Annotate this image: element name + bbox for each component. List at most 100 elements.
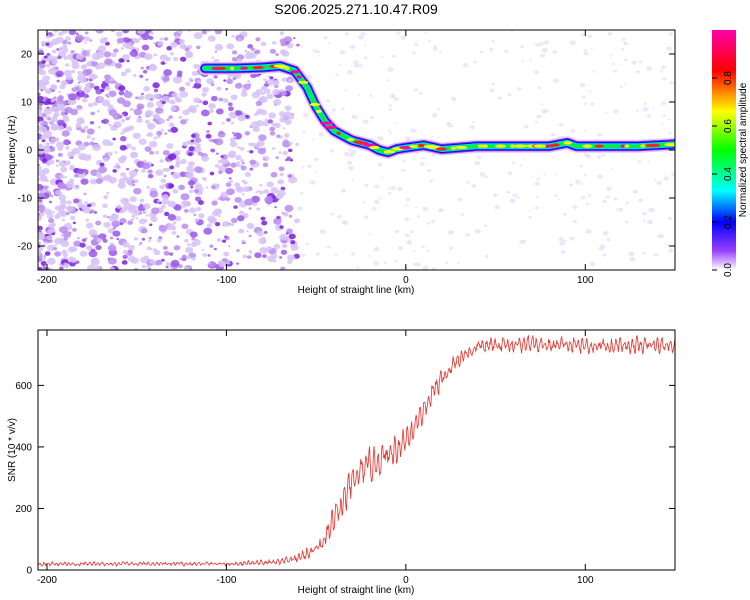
noise-speckle	[357, 35, 364, 40]
noise-speckle	[149, 140, 158, 148]
noise-speckle	[388, 192, 392, 195]
noise-speckle	[360, 31, 366, 36]
noise-speckle	[125, 68, 131, 73]
noise-speckle	[373, 247, 380, 252]
noise-speckle	[128, 170, 138, 177]
noise-speckle	[269, 48, 277, 54]
ridge-peak	[417, 143, 426, 148]
noise-speckle	[404, 136, 411, 141]
noise-speckle	[348, 148, 352, 152]
noise-speckle	[153, 53, 158, 57]
noise-speckle	[254, 252, 262, 259]
noise-speckle	[129, 196, 137, 203]
noise-speckle	[65, 36, 71, 41]
noise-speckle	[374, 184, 380, 189]
noise-speckle	[602, 199, 607, 204]
noise-speckle	[173, 245, 181, 251]
noise-speckle	[474, 228, 481, 234]
noise-speckle	[167, 129, 172, 133]
noise-speckle	[369, 233, 372, 236]
noise-speckle	[287, 254, 296, 261]
noise-speckle	[604, 111, 607, 114]
noise-speckle	[67, 41, 72, 45]
noise-speckle	[178, 184, 186, 191]
noise-speckle	[260, 85, 268, 91]
noise-speckle	[126, 167, 130, 171]
noise-speckle	[46, 244, 55, 252]
noise-speckle	[85, 68, 93, 75]
noise-speckle	[50, 119, 55, 124]
noise-speckle	[325, 246, 328, 249]
noise-speckle	[87, 103, 94, 108]
noise-speckle	[362, 119, 369, 124]
noise-speckle	[75, 123, 82, 128]
noise-speckle	[432, 47, 438, 52]
noise-speckle	[193, 213, 197, 217]
noise-speckle	[368, 254, 371, 257]
noise-speckle	[230, 217, 238, 224]
noise-speckle	[138, 36, 143, 40]
noise-speckle	[209, 244, 214, 248]
noise-speckle	[42, 75, 50, 82]
noise-speckle	[652, 106, 655, 109]
noise-speckle	[193, 32, 203, 40]
noise-speckle	[227, 102, 233, 107]
noise-speckle	[198, 190, 203, 193]
noise-speckle	[313, 171, 317, 174]
noise-speckle	[189, 231, 198, 238]
noise-speckle	[329, 148, 335, 153]
noise-speckle	[474, 160, 481, 166]
noise-speckle	[51, 38, 60, 45]
noise-speckle	[184, 266, 190, 270]
noise-speckle	[161, 231, 165, 234]
ridge-peak	[316, 109, 322, 114]
noise-speckle	[429, 179, 434, 183]
noise-speckle	[383, 261, 387, 265]
noise-speckle	[38, 166, 42, 171]
noise-speckle	[272, 79, 280, 86]
noise-speckle	[412, 262, 417, 266]
noise-speckle	[77, 81, 81, 84]
noise-speckle	[150, 216, 158, 223]
noise-speckle	[211, 185, 216, 189]
noise-speckle	[249, 159, 256, 165]
noise-speckle	[426, 169, 431, 173]
noise-speckle	[64, 160, 71, 166]
noise-speckle	[274, 206, 277, 209]
noise-speckle	[125, 126, 130, 131]
noise-speckle	[63, 262, 68, 267]
noise-speckle	[84, 31, 89, 35]
noise-speckle	[105, 152, 108, 155]
noise-speckle	[491, 82, 495, 86]
noise-speckle	[132, 132, 141, 140]
noise-speckle	[369, 115, 375, 120]
noise-speckle	[225, 88, 229, 91]
colorbar-tick-label: 0.4	[723, 167, 734, 181]
noise-speckle	[606, 238, 611, 242]
noise-speckle	[506, 190, 511, 194]
spectrogram-ytick-label: -10	[18, 194, 33, 205]
noise-speckle	[78, 89, 83, 93]
noise-speckle	[181, 254, 187, 259]
noise-speckle	[62, 44, 68, 49]
noise-speckle	[46, 213, 54, 219]
snr-ytick-label: 200	[15, 504, 32, 515]
noise-speckle	[119, 218, 127, 224]
noise-speckle	[262, 162, 269, 167]
ridge-peak	[648, 143, 661, 147]
noise-speckle	[259, 246, 268, 254]
noise-speckle	[623, 42, 628, 46]
noise-speckle	[519, 164, 522, 167]
noise-speckle	[583, 102, 587, 106]
noise-speckle	[115, 31, 123, 37]
noise-speckle	[181, 200, 189, 207]
noise-speckle	[216, 152, 219, 155]
noise-speckle	[162, 76, 170, 82]
noise-speckle	[142, 69, 148, 74]
noise-speckle	[230, 223, 235, 227]
noise-speckle	[422, 265, 429, 270]
noise-speckle	[223, 79, 227, 82]
noise-speckle	[38, 215, 43, 221]
noise-speckle	[351, 178, 355, 181]
